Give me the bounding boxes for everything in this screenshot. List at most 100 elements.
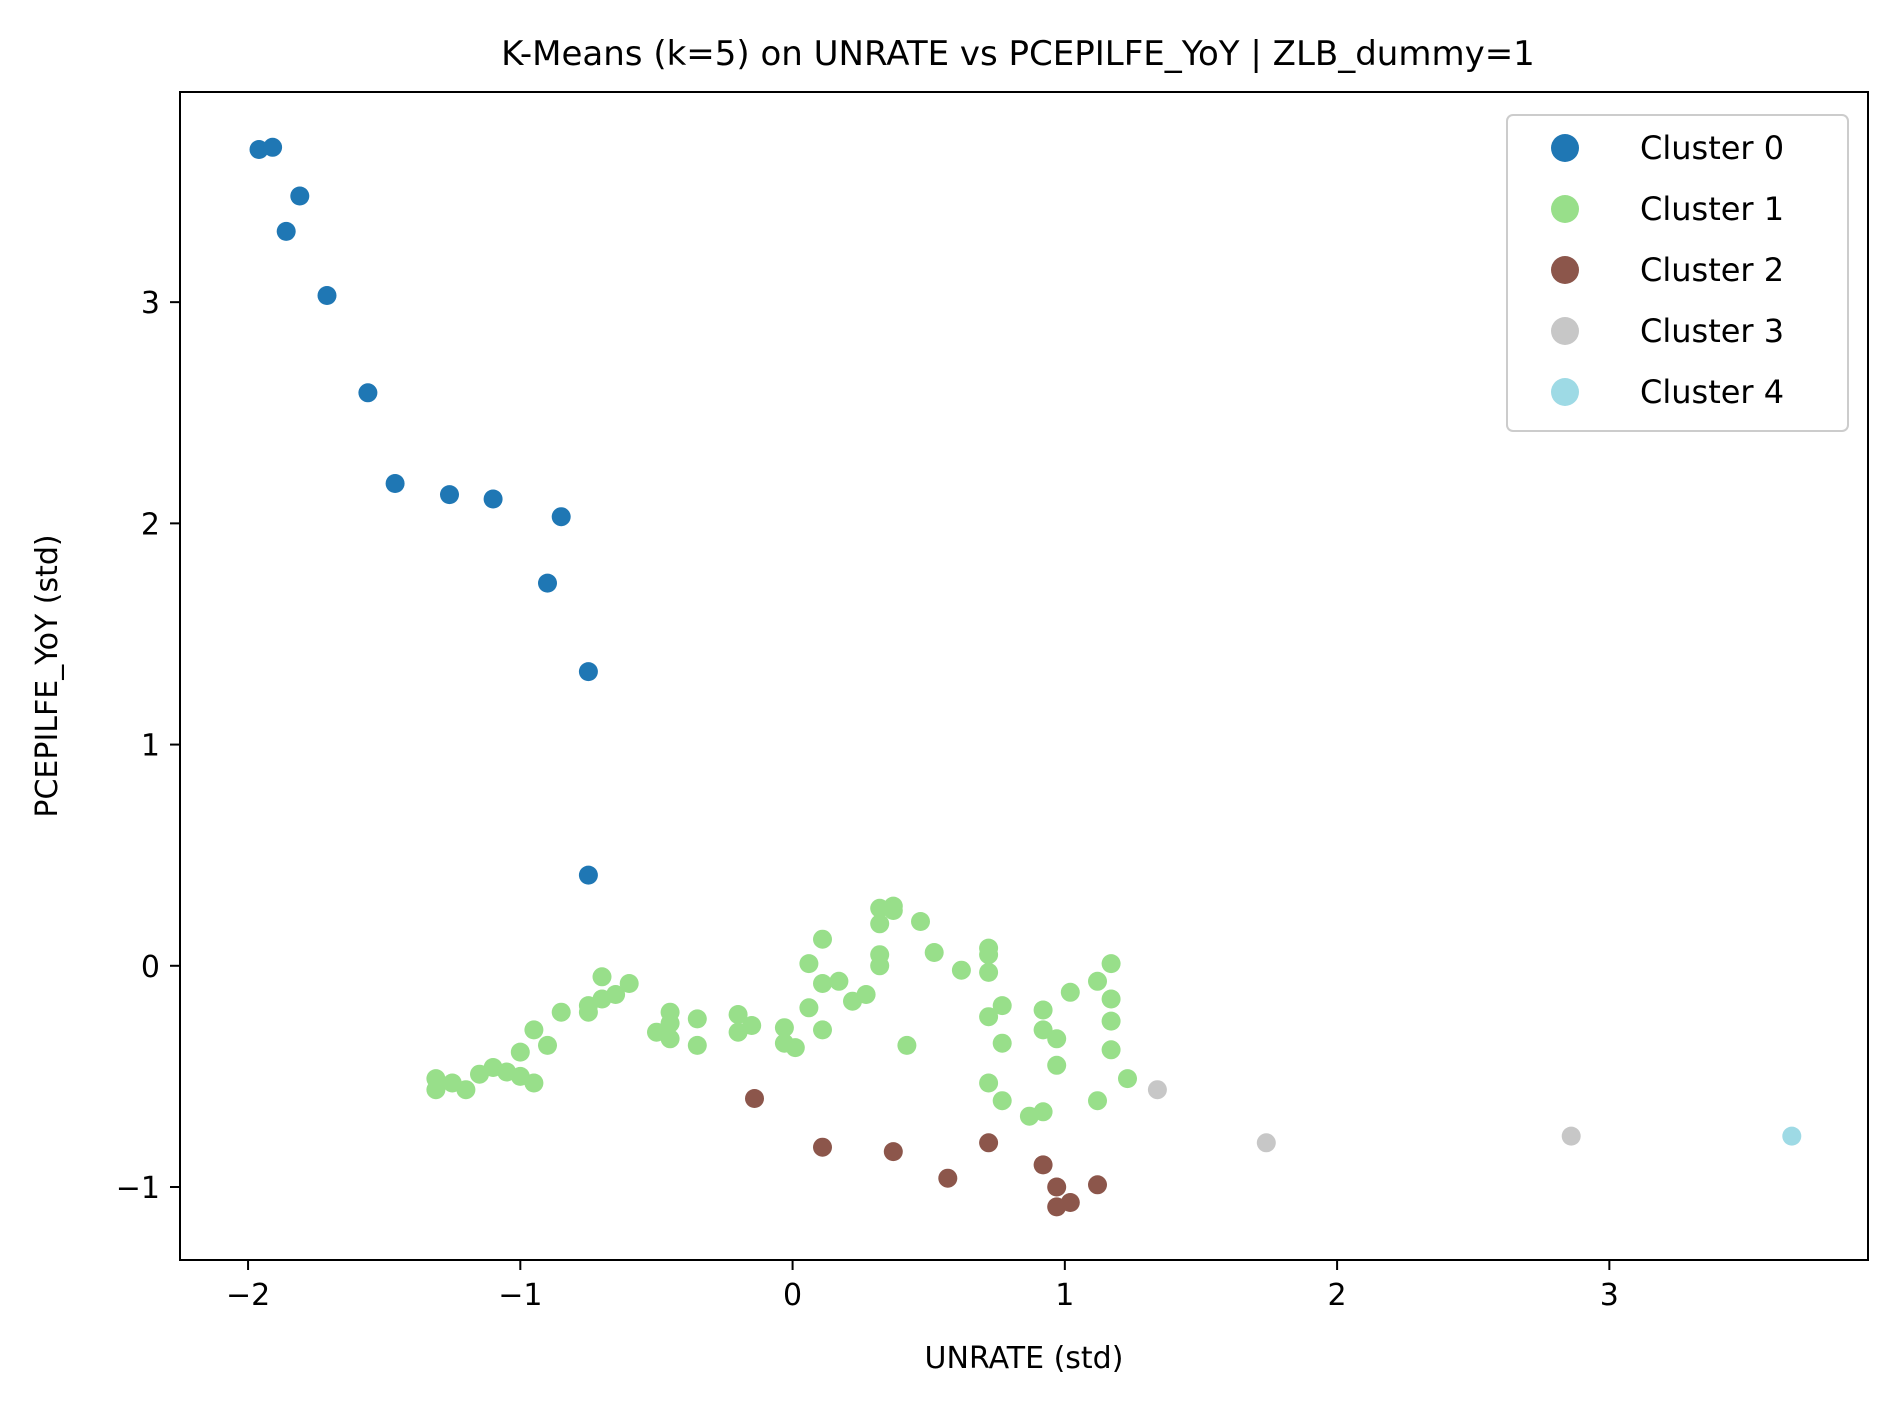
data-point-cluster-1 [911, 912, 930, 931]
data-point-cluster-1 [1088, 1091, 1107, 1111]
y-tick-label: 3 [141, 286, 160, 321]
x-tick-label: −2 [226, 1278, 270, 1313]
y-tick-label: 1 [141, 729, 160, 764]
points-layer [249, 137, 1802, 1217]
data-point-cluster-1 [742, 1016, 762, 1035]
x-tick-label: −1 [498, 1278, 542, 1313]
data-point-cluster-1 [1101, 1011, 1121, 1031]
data-point-cluster-1 [510, 1042, 530, 1062]
data-point-cluster-0 [538, 573, 557, 593]
data-point-cluster-2 [745, 1089, 764, 1108]
data-point-cluster-1 [979, 1007, 999, 1027]
legend-frame [1506, 114, 1849, 432]
legend-label-cluster-2: Cluster 2 [1640, 251, 1784, 289]
data-point-cluster-1 [883, 901, 903, 920]
data-point-cluster-1 [1033, 1020, 1053, 1040]
y-tick-label: 0 [141, 950, 160, 985]
data-point-cluster-0 [551, 507, 571, 527]
legend-label-cluster-4: Cluster 4 [1640, 373, 1784, 411]
data-point-cluster-1 [813, 974, 832, 993]
data-point-cluster-1 [870, 914, 890, 934]
y-tick-label: 2 [141, 507, 160, 542]
data-point-cluster-1 [951, 960, 971, 980]
legend: Cluster 0 Cluster 1 Cluster 2 Cluster 3 Clus… [1506, 114, 1849, 432]
data-point-cluster-1 [774, 1018, 794, 1038]
data-point-cluster-1 [524, 1020, 544, 1040]
data-point-cluster-1 [426, 1080, 446, 1100]
x-tick-label: 3 [1600, 1278, 1619, 1313]
data-point-cluster-0 [276, 221, 296, 241]
data-point-cluster-1 [687, 1035, 707, 1055]
data-point-cluster-0 [578, 865, 598, 885]
chart-title: K-Means (k=5) on UNRATE vs PCEPILFE_YoY … [501, 34, 1535, 74]
data-point-cluster-1 [979, 1073, 999, 1093]
legend-label-cluster-1: Cluster 1 [1640, 190, 1784, 228]
data-point-cluster-1 [1033, 1000, 1053, 1020]
data-point-cluster-1 [551, 1002, 571, 1022]
data-point-cluster-1 [924, 943, 944, 962]
data-point-cluster-1 [660, 1029, 680, 1049]
legend-marker-cluster-1 [1551, 195, 1579, 223]
y-axis-label: PCEPILFE_YoY (std) [30, 534, 65, 817]
legend-label-cluster-0: Cluster 0 [1640, 129, 1784, 167]
data-point-cluster-1 [799, 998, 819, 1018]
data-point-cluster-1 [456, 1080, 476, 1100]
data-point-cluster-1 [979, 945, 999, 965]
data-point-cluster-1 [829, 971, 849, 991]
data-point-cluster-1 [813, 1020, 832, 1040]
data-point-cluster-0 [317, 286, 337, 305]
data-point-cluster-1 [1101, 1040, 1121, 1060]
legend-entries: Cluster 0 Cluster 1 Cluster 2 Cluster 3 Clus… [1551, 129, 1784, 411]
data-point-cluster-2 [813, 1137, 832, 1157]
data-point-cluster-1 [1047, 1055, 1067, 1075]
legend-marker-cluster-4 [1551, 378, 1579, 406]
data-point-cluster-1 [524, 1073, 544, 1093]
data-point-cluster-0 [483, 489, 503, 509]
data-point-cluster-1 [897, 1035, 917, 1055]
data-point-cluster-1 [606, 985, 626, 1004]
x-axis-label: UNRATE (std) [925, 1341, 1124, 1376]
data-point-cluster-0 [385, 474, 405, 493]
data-point-cluster-3 [1147, 1080, 1167, 1100]
data-point-cluster-2 [1033, 1155, 1053, 1175]
data-point-cluster-0 [578, 662, 598, 682]
data-point-cluster-2 [938, 1168, 958, 1188]
data-point-cluster-0 [290, 186, 310, 206]
data-point-cluster-1 [687, 1009, 707, 1029]
data-point-cluster-1 [799, 954, 819, 974]
data-point-cluster-4 [1782, 1126, 1802, 1146]
data-point-cluster-1 [1033, 1102, 1053, 1122]
data-point-cluster-1 [660, 1013, 680, 1033]
data-point-cluster-0 [263, 137, 283, 157]
y-tick-label: −1 [116, 1171, 160, 1206]
data-point-cluster-1 [785, 1038, 805, 1058]
data-point-cluster-3 [1256, 1133, 1276, 1153]
data-point-cluster-1 [728, 1005, 748, 1024]
data-point-cluster-1 [1047, 1029, 1067, 1049]
data-point-cluster-2 [979, 1133, 999, 1153]
data-point-cluster-1 [1088, 971, 1107, 991]
data-point-cluster-3 [1561, 1126, 1581, 1146]
data-point-cluster-1 [1101, 954, 1121, 974]
plot-frame [179, 91, 1869, 1261]
legend-marker-cluster-2 [1551, 256, 1579, 284]
data-point-cluster-1 [870, 956, 890, 976]
x-tick-label: 2 [1328, 1278, 1347, 1313]
data-point-cluster-0 [358, 383, 378, 403]
data-point-cluster-1 [592, 967, 612, 987]
ticks-layer: −2 −1 0 1 2 3 −1 0 1 2 3 [116, 286, 1619, 1313]
data-point-cluster-1 [813, 929, 832, 949]
x-tick-label: 1 [1055, 1278, 1074, 1313]
legend-marker-cluster-0 [1551, 134, 1579, 162]
data-point-cluster-2 [1060, 1193, 1080, 1212]
data-point-cluster-1 [1060, 982, 1080, 1002]
legend-marker-cluster-3 [1551, 317, 1579, 345]
data-point-cluster-1 [538, 1035, 557, 1055]
data-point-cluster-1 [979, 962, 999, 982]
data-point-cluster-1 [619, 974, 639, 993]
data-point-cluster-0 [440, 485, 459, 505]
data-point-cluster-2 [1088, 1175, 1107, 1195]
data-point-cluster-1 [1101, 989, 1121, 1009]
data-point-cluster-1 [992, 1091, 1012, 1111]
